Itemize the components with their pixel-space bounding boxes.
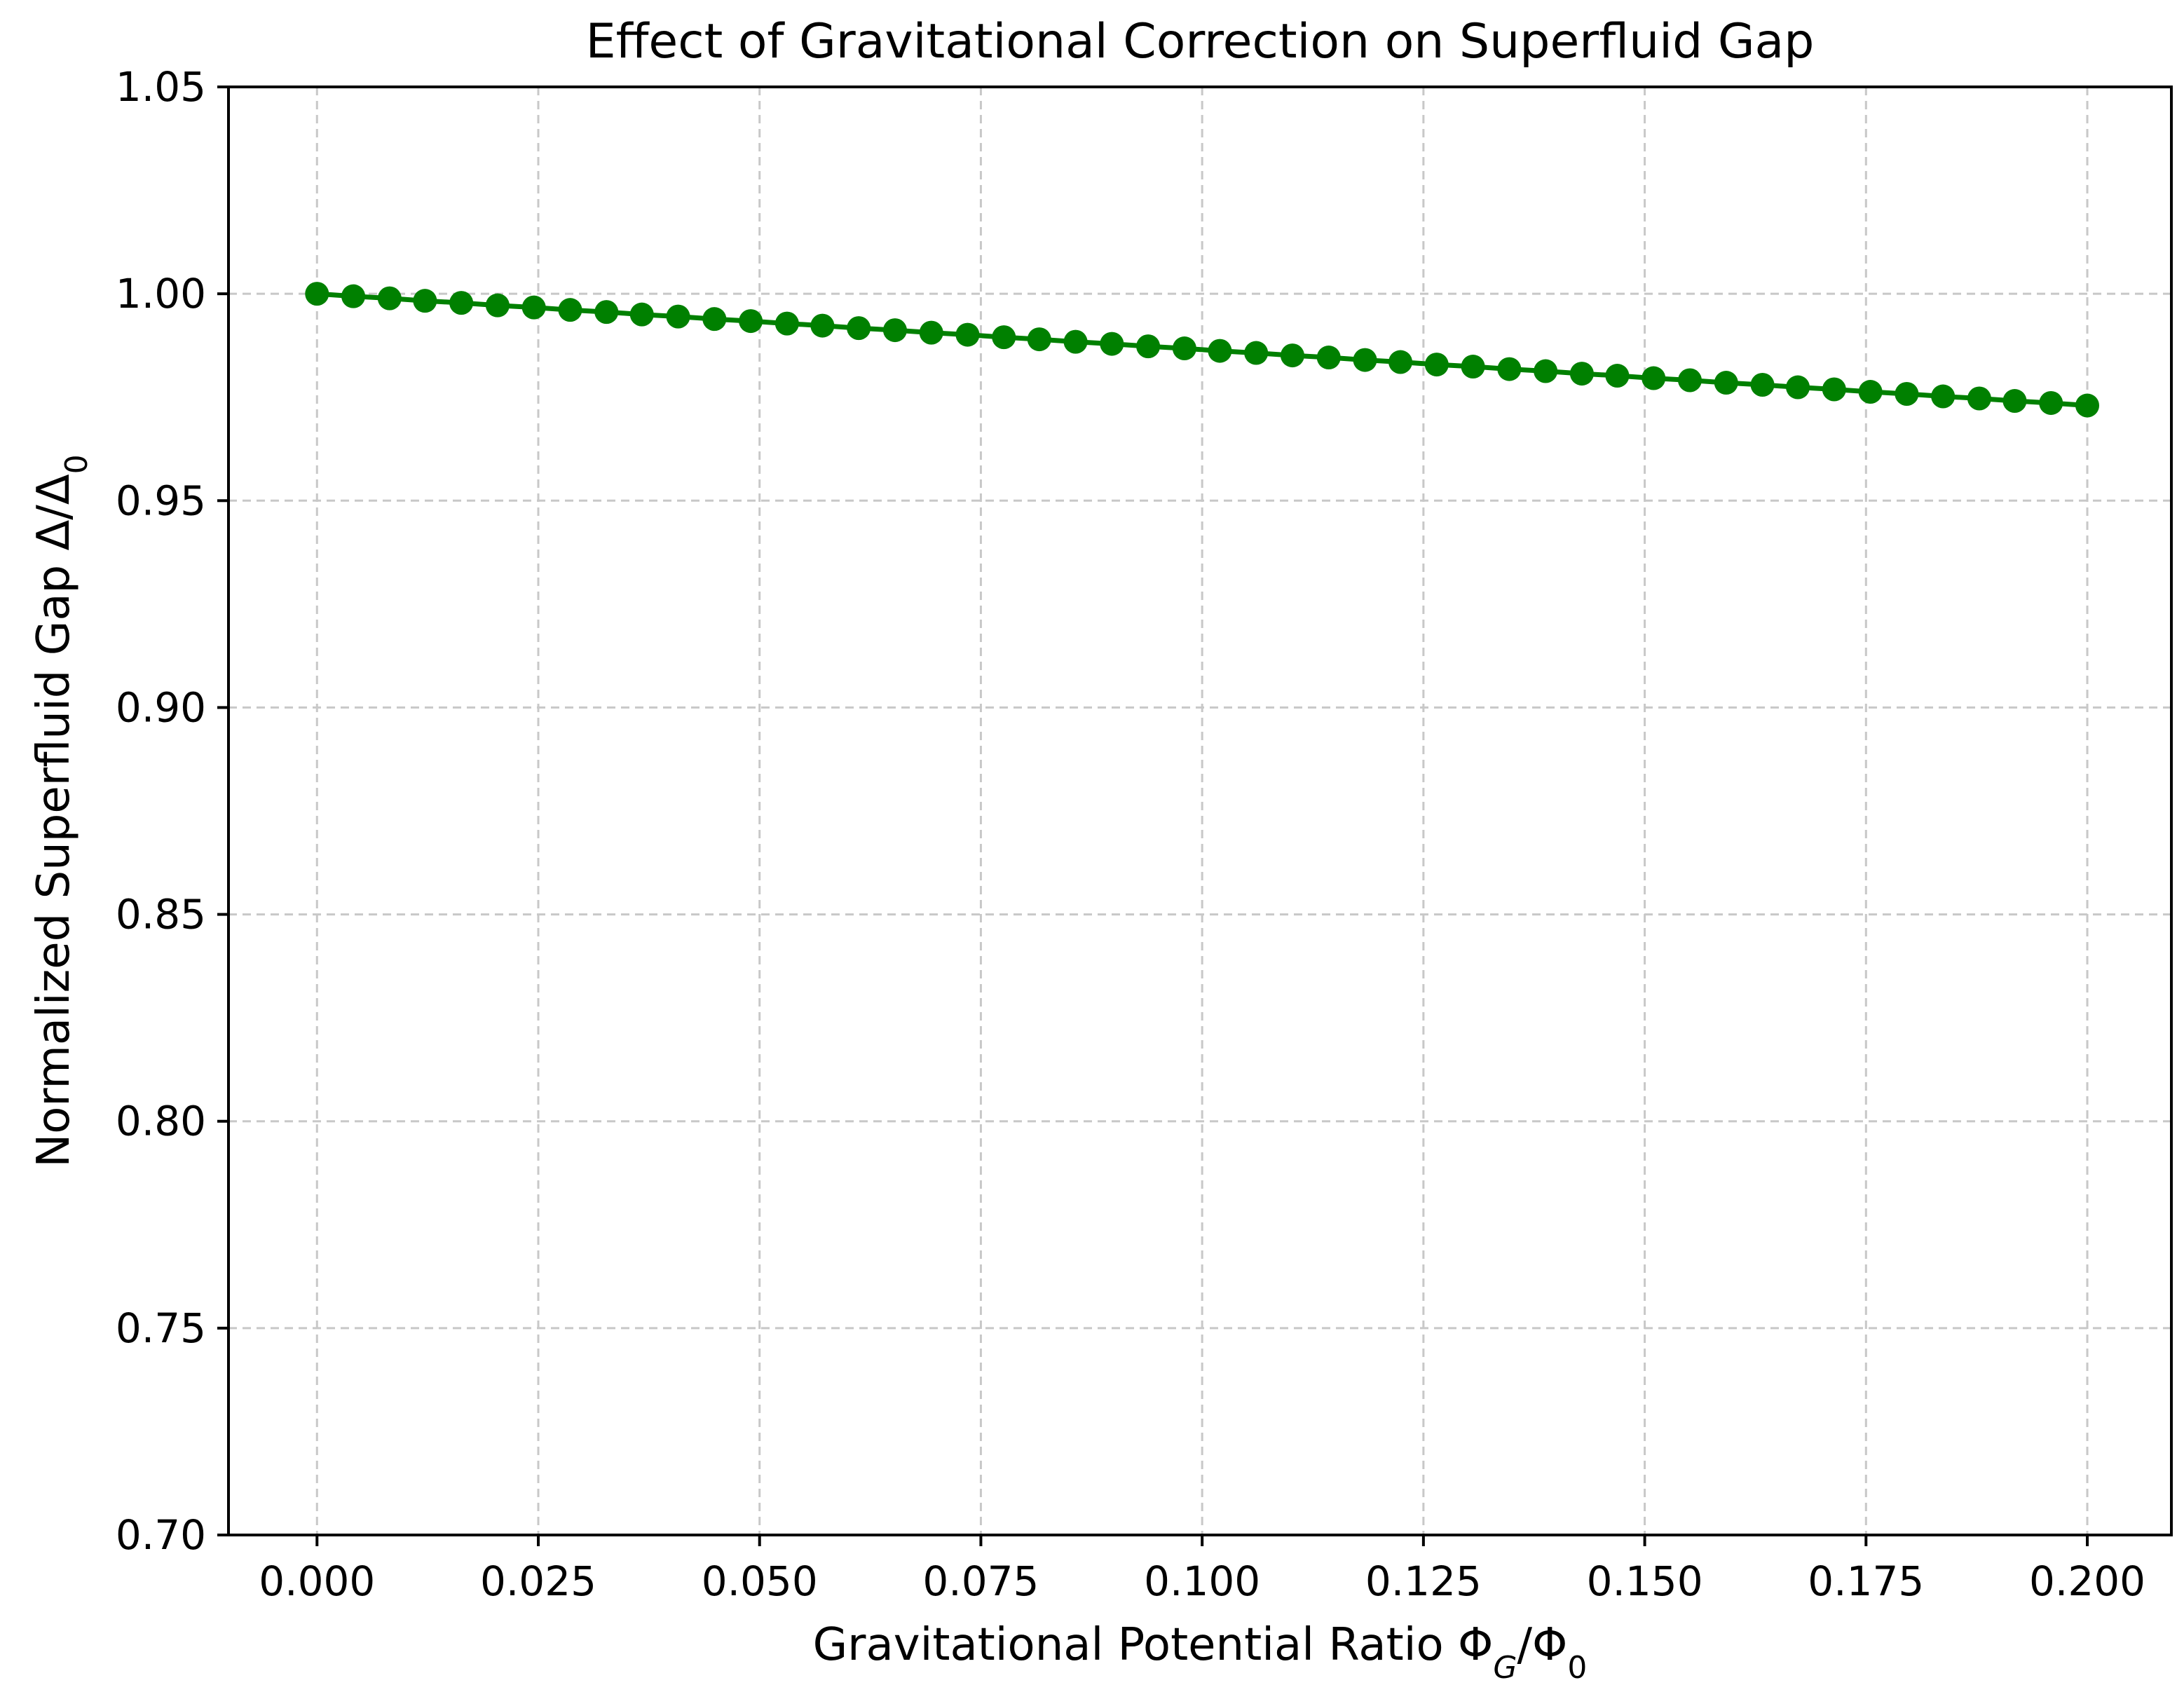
data-point bbox=[2075, 393, 2100, 418]
x-tick-label: 0.000 bbox=[259, 1557, 375, 1605]
data-point bbox=[1172, 336, 1196, 361]
data-point bbox=[1208, 339, 1232, 363]
data-point bbox=[1822, 377, 1846, 402]
data-point bbox=[449, 291, 474, 315]
x-tick-label: 0.125 bbox=[1365, 1557, 1482, 1605]
y-tick-label: 0.70 bbox=[116, 1511, 206, 1559]
chart-title: Effect of Gravitational Correction on Su… bbox=[586, 14, 1815, 69]
y-tick-label: 1.05 bbox=[116, 63, 206, 111]
data-point bbox=[1534, 359, 1558, 383]
y-tick-label: 0.80 bbox=[116, 1098, 206, 1145]
data-point bbox=[810, 313, 835, 338]
data-point bbox=[1931, 384, 1956, 409]
x-tick-label: 0.075 bbox=[922, 1557, 1039, 1605]
data-point bbox=[377, 286, 402, 311]
data-point bbox=[955, 322, 980, 347]
data-point bbox=[1388, 350, 1413, 374]
y-axis-label: Normalized Superfluid Gap Δ/Δ0 bbox=[28, 454, 95, 1167]
data-point bbox=[305, 282, 329, 306]
data-point bbox=[1642, 366, 1666, 390]
x-tick-label: 0.050 bbox=[702, 1557, 818, 1605]
y-tick-label: 0.90 bbox=[116, 683, 206, 731]
data-point bbox=[1136, 334, 1161, 359]
data-point bbox=[774, 311, 799, 336]
x-tick-label: 0.025 bbox=[480, 1557, 596, 1605]
data-point bbox=[992, 325, 1016, 350]
y-axis-label-main: Normalized Superfluid Gap Δ/Δ bbox=[28, 474, 80, 1168]
tick-layer: 0.000 0.025 0.050 0.075 0.100 0.125 0.150 0.175… bbox=[116, 63, 2145, 1605]
data-point bbox=[702, 307, 727, 332]
y-tick-label: 0.75 bbox=[116, 1304, 206, 1352]
data-point bbox=[1100, 332, 1124, 356]
data-point bbox=[558, 298, 582, 322]
data-point bbox=[594, 300, 619, 325]
data-point bbox=[1424, 353, 1449, 377]
data-point bbox=[847, 316, 871, 341]
data-point bbox=[1858, 380, 1883, 404]
x-axis-label: Gravitational Potential Ratio ΦG/Φ0 bbox=[813, 1619, 1588, 1686]
data-point bbox=[739, 309, 763, 334]
data-point bbox=[485, 293, 510, 318]
data-point bbox=[2039, 390, 2063, 415]
x-axis-label-main: Gravitational Potential Ratio Φ bbox=[813, 1619, 1494, 1671]
data-point bbox=[1967, 386, 1991, 411]
data-point bbox=[1244, 341, 1269, 365]
x-axis-label-mid: /Φ bbox=[1517, 1619, 1567, 1671]
x-axis-label-subscript-0: 0 bbox=[1567, 1650, 1587, 1686]
data-point bbox=[1353, 348, 1377, 372]
data-point bbox=[882, 318, 907, 343]
data-point bbox=[341, 284, 366, 308]
x-tick-label: 0.100 bbox=[1144, 1557, 1260, 1605]
data-point bbox=[1786, 375, 1810, 400]
data-point bbox=[666, 304, 690, 329]
y-tick-label: 1.00 bbox=[116, 270, 206, 318]
data-point bbox=[2002, 389, 2027, 414]
x-tick-label: 0.175 bbox=[1808, 1557, 1924, 1605]
data-point bbox=[1569, 362, 1594, 386]
data-point bbox=[1750, 373, 1775, 397]
x-axis-label-subscript-g: G bbox=[1493, 1650, 1517, 1686]
data-point bbox=[1316, 346, 1341, 370]
y-axis-label-subscript-0: 0 bbox=[59, 454, 95, 474]
plot-frame bbox=[227, 86, 2173, 1536]
data-point bbox=[1497, 357, 1522, 381]
data-point bbox=[1714, 371, 1738, 395]
data-point bbox=[629, 302, 654, 327]
x-tick-label: 0.200 bbox=[2029, 1557, 2145, 1605]
data-point bbox=[521, 295, 546, 320]
data-point bbox=[919, 320, 943, 345]
data-point bbox=[1895, 381, 1919, 406]
y-tick-label: 0.95 bbox=[116, 477, 206, 524]
data-point bbox=[1027, 327, 1051, 352]
y-tick-label: 0.85 bbox=[116, 891, 206, 939]
series-layer bbox=[305, 282, 2100, 418]
data-point bbox=[413, 289, 437, 313]
data-point bbox=[1063, 329, 1088, 354]
data-point bbox=[1280, 343, 1304, 368]
data-point bbox=[1605, 364, 1630, 388]
data-point bbox=[1461, 355, 1485, 379]
x-tick-label: 0.150 bbox=[1587, 1557, 1703, 1605]
data-point bbox=[1677, 368, 1702, 393]
